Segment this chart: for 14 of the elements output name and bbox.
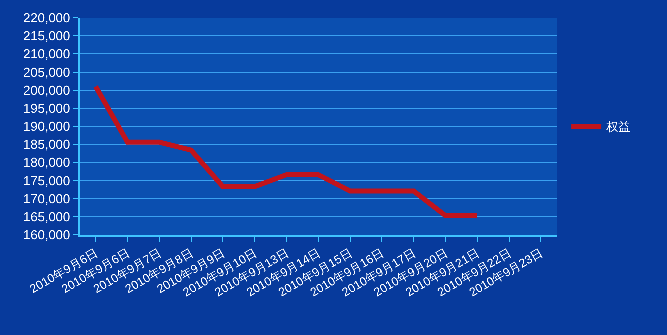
legend-label: 权益 bbox=[606, 120, 631, 134]
y-tick-label: 170,000 bbox=[23, 191, 70, 206]
y-tick-label: 180,000 bbox=[23, 155, 70, 170]
y-tick-label: 195,000 bbox=[23, 100, 70, 116]
y-tick-label: 175,000 bbox=[23, 173, 70, 188]
y-tick-label: 215,000 bbox=[23, 28, 70, 44]
y-tick-label: 185,000 bbox=[23, 137, 70, 152]
y-tick-label: 200,000 bbox=[23, 82, 70, 98]
y-tick-label: 190,000 bbox=[23, 119, 70, 134]
y-tick-label: 160,000 bbox=[23, 228, 70, 243]
y-tick-label: 165,000 bbox=[23, 209, 70, 224]
y-tick-label: 220,000 bbox=[23, 10, 70, 26]
y-tick-label: 205,000 bbox=[23, 64, 70, 80]
y-tick-label: 210,000 bbox=[23, 46, 70, 62]
